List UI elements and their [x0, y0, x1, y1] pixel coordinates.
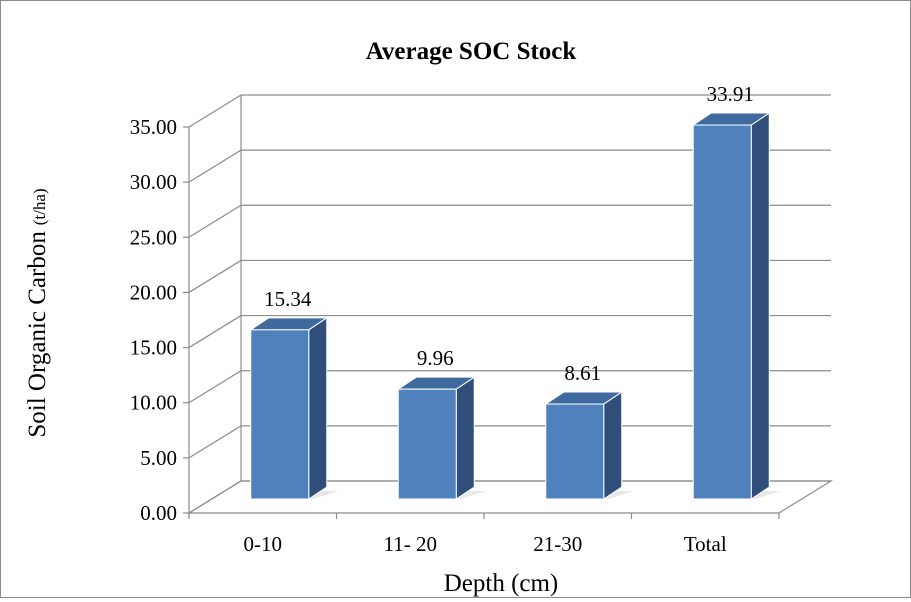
y-axis-title-main: Soil Organic Carbon [24, 231, 51, 438]
y-tick-labels: 0.00 5.00 10.00 15.00 20.00 25.00 30.00 35.00 [130, 115, 177, 525]
x-tick-labels: 0-10 11- 20 21-30 Total [244, 532, 727, 556]
y-tick-label: 10.00 [130, 391, 177, 415]
bar-11-20 [396, 376, 487, 500]
y-tick-label: 0.00 [140, 501, 177, 525]
gridline-diagonal [188, 425, 242, 459]
x-tick-label: 0-10 [244, 532, 283, 556]
gridline-diagonal [188, 94, 242, 128]
gridline-diagonal [188, 259, 242, 293]
bar-0-10 [249, 316, 339, 500]
y-tick-label: 30.00 [130, 170, 177, 194]
bar-side [603, 391, 623, 500]
x-tick-label: 21-30 [533, 532, 582, 556]
x-tick-label: Total [684, 532, 727, 556]
gridline-diagonal [188, 204, 242, 238]
y-tick-label: 25.00 [130, 225, 177, 249]
y-tick-label: 20.00 [130, 280, 177, 304]
y-tick-label: 5.00 [140, 446, 177, 470]
data-label: 8.61 [564, 361, 601, 385]
data-label: 9.96 [417, 346, 454, 370]
bars [249, 112, 782, 500]
bar-Total [691, 112, 782, 500]
bar-front [545, 403, 605, 500]
y-tick-label: 35.00 [130, 115, 177, 139]
bar-side [750, 112, 770, 500]
y-tick-label: 15.00 [130, 336, 177, 360]
data-label: 15.34 [264, 287, 312, 311]
bar-front [692, 124, 752, 500]
y-axis-title-unit: (t/ha) [30, 188, 49, 225]
gridline-diagonal [188, 480, 242, 514]
gridline-diagonal [188, 149, 242, 183]
x-tick-label: 11- 20 [384, 532, 437, 556]
x-axis-title: Depth (cm) [444, 570, 559, 597]
bar-side [455, 376, 475, 500]
y-axis-title: Soil Organic Carbon (t/ha) [24, 188, 51, 437]
bar-21-30 [544, 391, 634, 500]
data-label: 33.91 [707, 82, 754, 106]
gridline-diagonal [188, 370, 242, 404]
bar-front [250, 329, 310, 500]
data-labels: 15.34 9.96 8.61 33.91 [264, 82, 754, 385]
gridline-diagonal [188, 315, 242, 349]
chart-title: Average SOC Stock [366, 38, 577, 65]
bar-front [397, 388, 457, 500]
bar-side [308, 316, 328, 500]
